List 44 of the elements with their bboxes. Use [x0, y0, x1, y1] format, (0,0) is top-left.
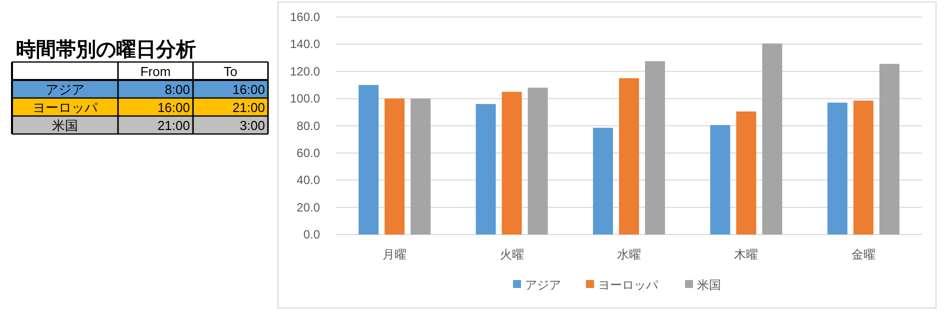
legend-label: アジア	[525, 278, 561, 292]
bar	[736, 111, 756, 234]
legend-label: 米国	[697, 278, 721, 292]
text: 16:00	[157, 100, 190, 115]
bar	[593, 128, 613, 234]
x-tick-label: 月曜	[382, 248, 407, 262]
y-tick-label: 80.0	[296, 118, 320, 133]
text: 21:00	[232, 100, 265, 115]
bar	[710, 125, 730, 234]
y-tick-label: 60.0	[296, 146, 320, 160]
bar	[528, 88, 548, 234]
y-tick-label: 0.0	[303, 228, 320, 242]
category-label: ヨーロッパ	[32, 100, 98, 115]
x-tick-label: 木曜	[734, 248, 758, 262]
bar	[502, 92, 522, 234]
y-tick-label: 160.0	[290, 10, 320, 24]
bar	[410, 98, 431, 234]
bar	[827, 102, 848, 234]
bar	[762, 44, 782, 234]
text: 3:00	[240, 118, 265, 133]
text: 時間帯別の曜日分析	[16, 39, 196, 61]
bar	[619, 78, 639, 234]
bar	[358, 84, 379, 234]
bar	[853, 100, 874, 234]
bar	[384, 98, 405, 234]
x-tick-label: 火曜	[500, 248, 524, 262]
bar	[879, 64, 900, 234]
category-label: アジア	[46, 82, 84, 97]
text: 21:00	[157, 118, 190, 133]
text: 8:00	[164, 82, 190, 97]
y-tick-label: 20.0	[296, 200, 320, 214]
text: 16:00	[232, 82, 265, 97]
y-tick-label: 100.0	[290, 92, 320, 106]
bar	[645, 61, 665, 234]
category-label: 米国	[52, 118, 78, 133]
y-tick-label: 120.0	[290, 64, 320, 78]
x-tick-label: 金曜	[851, 248, 876, 262]
x-tick-label: 水曜	[617, 248, 641, 262]
category-label: To	[224, 64, 238, 79]
legend-label: ヨーロッパ	[598, 278, 659, 292]
bar	[476, 104, 496, 234]
category-label: From	[140, 64, 171, 79]
y-tick-label: 140.0	[290, 37, 320, 52]
y-tick-label: 40.0	[296, 173, 320, 188]
